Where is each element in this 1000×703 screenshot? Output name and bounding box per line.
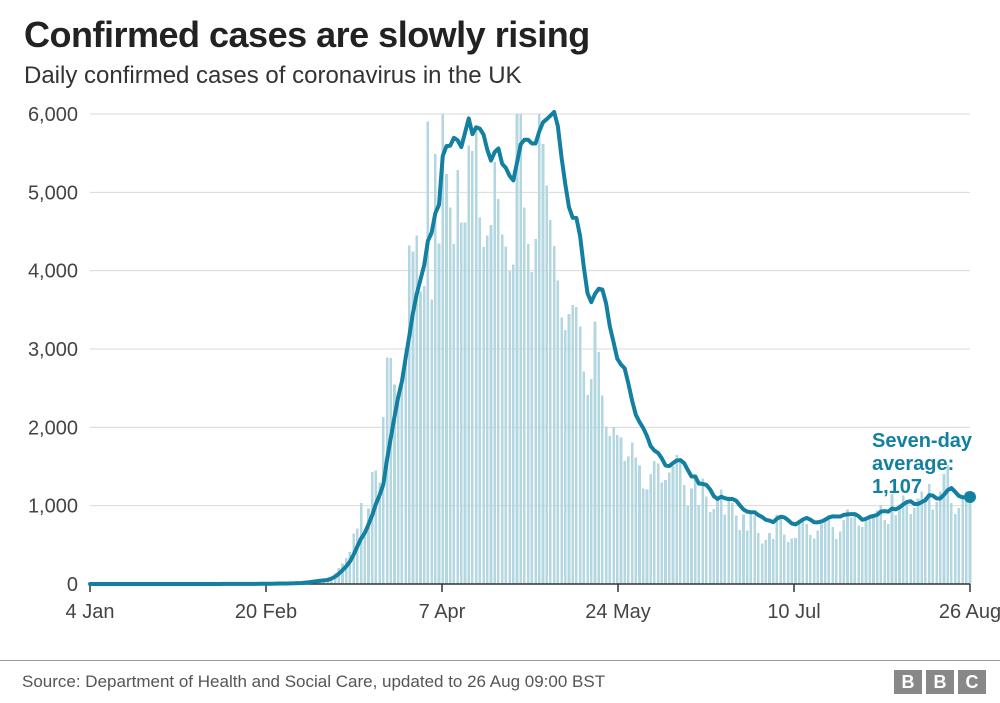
svg-text:20 Feb: 20 Feb — [235, 601, 297, 623]
chart-frame: Confirmed cases are slowly rising Daily … — [0, 0, 1000, 703]
annotation-value: 1,107 — [872, 476, 922, 498]
svg-text:4,000: 4,000 — [28, 261, 78, 283]
svg-text:10 Jul: 10 Jul — [767, 601, 820, 623]
bbc-logo-b2: B — [926, 670, 954, 694]
chart-area: 0 1,000 2,000 3,000 4,000 5,000 6,000 4 Jan 20 F… — [0, 104, 1000, 654]
svg-text:26 Aug: 26 Aug — [939, 601, 1000, 623]
footer-bar: Source: Department of Health and Social … — [0, 660, 1000, 703]
chart-title: Confirmed cases are slowly rising — [24, 14, 590, 56]
source-text: Source: Department of Health and Social … — [22, 672, 605, 692]
svg-text:0: 0 — [67, 574, 78, 596]
svg-text:6,000: 6,000 — [28, 104, 78, 126]
annotation-line1: Seven-day — [872, 430, 972, 452]
svg-text:3,000: 3,000 — [28, 339, 78, 361]
svg-text:24 May: 24 May — [585, 601, 651, 623]
bbc-logo-c: C — [958, 670, 986, 694]
svg-text:4 Jan: 4 Jan — [66, 601, 115, 623]
seven-day-average-label: Seven-day average: 1,107 — [872, 430, 972, 499]
svg-text:7 Apr: 7 Apr — [419, 601, 466, 623]
chart-subtitle: Daily confirmed cases of coronavirus in … — [24, 62, 522, 90]
annotation-line2: average: — [872, 453, 972, 476]
svg-text:2,000: 2,000 — [28, 417, 78, 439]
chart-svg: 0 1,000 2,000 3,000 4,000 5,000 6,000 4 Jan 20 F… — [0, 104, 1000, 654]
svg-text:1,000: 1,000 — [28, 496, 78, 518]
bbc-logo: B B C — [894, 670, 986, 694]
bbc-logo-b1: B — [894, 670, 922, 694]
svg-text:5,000: 5,000 — [28, 182, 78, 204]
